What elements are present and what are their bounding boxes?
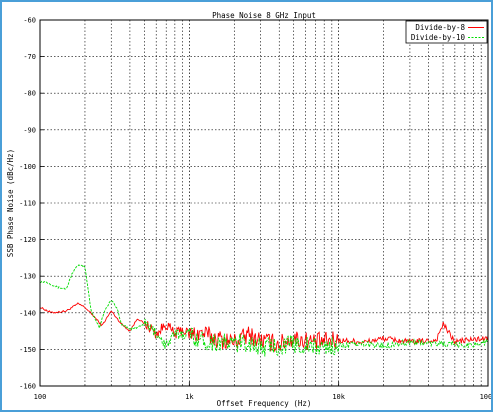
- y-tick-label: -70: [23, 53, 36, 61]
- y-tick-label: -160: [19, 383, 36, 391]
- y-tick-label: -140: [19, 309, 36, 317]
- y-tick-label: -60: [23, 17, 36, 25]
- legend-label-divide-by-10: Divide-by-10: [411, 33, 466, 42]
- x-tick-label: 1k: [185, 393, 194, 401]
- chart-title: Phase Noise 8 GHz Input: [212, 11, 316, 20]
- y-tick-label: -80: [23, 90, 36, 98]
- x-axis-label: Offset Frequency (Hz): [217, 399, 312, 408]
- y-tick-label: -90: [23, 126, 36, 134]
- legend-label-divide-by-8: Divide-by-8: [415, 23, 465, 32]
- y-tick-label: -150: [19, 346, 36, 354]
- x-tick-label: 10k: [332, 393, 345, 401]
- x-axis-ticks: 100 1k 10k 100k: [34, 382, 491, 401]
- y-tick-label: -110: [19, 200, 36, 208]
- y-tick-label: -100: [19, 163, 36, 171]
- grid-lines: [40, 20, 488, 386]
- y-tick-label: -130: [19, 273, 36, 281]
- series-line-divide-by-10: [39, 264, 489, 357]
- x-tick-label: 100k: [480, 393, 491, 401]
- y-tick-label: -120: [19, 236, 36, 244]
- y-axis-ticks: -60 -70 -80 -90 -100 -110 -120 -130 -140 -150 -160: [19, 17, 44, 391]
- data-series: [39, 264, 489, 357]
- legend-box: [405, 20, 488, 44]
- y-axis-label: SSB Phase Noise (dBc/Hz): [6, 149, 15, 257]
- series-line-divide-by-8: [39, 302, 489, 353]
- x-tick-label: 100: [34, 393, 47, 401]
- legend: Divide-by-8 Divide-by-10: [405, 20, 488, 44]
